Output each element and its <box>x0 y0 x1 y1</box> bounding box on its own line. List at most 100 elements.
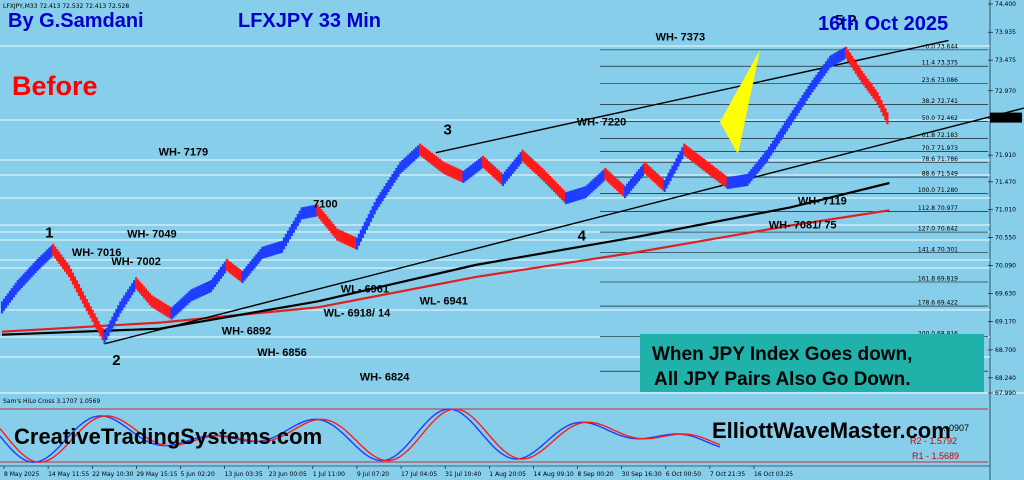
current-price-label: 72.528 <box>993 116 1014 123</box>
level-annotations: 7100 WH- 7373 WH- 7220 WH- 7179 WH- 7119 WH- … <box>72 31 847 383</box>
symbol-line: LFXJPY,M33 72.413 72.532 72.413 72.528 <box>3 3 129 10</box>
oscillator-red-line <box>0 408 721 463</box>
fib-label: 11.4 73.375 <box>922 60 958 67</box>
fib-label: 0.0 73.644 <box>926 43 959 50</box>
wave-label: 1 <box>45 225 53 242</box>
moving-average-black <box>1 181 890 336</box>
level-annotation: WL- 6918/ 14 <box>324 308 392 320</box>
time-tick-label: 7 Oct 21:35 <box>710 471 745 478</box>
price-tick-label: 71.010 <box>995 207 1016 214</box>
price-tick-label: 73.475 <box>995 57 1016 64</box>
fib-label: 88.6 71.549 <box>922 171 958 178</box>
price-tick-label: 73.935 <box>995 29 1016 36</box>
time-tick-label: 1 Aug 20:05 <box>489 471 526 478</box>
time-tick-label: 14 May 11:55 <box>48 471 89 478</box>
fib-label: 50.0 72.462 <box>922 115 958 122</box>
fib-label: 178.6 69.422 <box>918 300 958 307</box>
level-annotation: WH- 7119 <box>798 195 847 207</box>
fib-label: 23.6 73.086 <box>922 77 958 84</box>
wave-label: 3 <box>444 121 452 138</box>
fib-label: 112.8 70.977 <box>918 205 958 212</box>
fib-label: 61.8 72.183 <box>922 132 958 139</box>
moving-average-red <box>1 209 890 333</box>
time-tick-label: 23 Jun 00:05 <box>269 471 307 478</box>
time-tick-label: 8 Sep 00:20 <box>578 471 614 478</box>
price-tick-label: 69.170 <box>995 318 1016 325</box>
oscillator-panel: Sam's HiLo Cross 3.1707 1.0569 R2 - 1.579… <box>0 398 988 463</box>
price-tick-label: 70.550 <box>995 235 1016 242</box>
level-annotation: WH- 7049 <box>127 229 177 241</box>
fib-label: 141.4 70.301 <box>918 246 958 253</box>
price-tick-label: 68.240 <box>995 375 1016 382</box>
time-tick-label: 1 Jul 11:00 <box>313 471 345 478</box>
fib-label: 70.7 71.973 <box>922 145 958 152</box>
callout-box <box>640 334 984 392</box>
time-tick-label: 14 Aug 09:10 <box>533 471 574 478</box>
callout-line1: When JPY Index Goes down, <box>652 344 912 365</box>
level-annotation: WH- 6856 <box>257 347 307 359</box>
target-zone <box>720 50 760 154</box>
time-tick-label: 5 Jun 02:20 <box>180 471 214 478</box>
level-annotation: WH- 7373 <box>656 31 706 43</box>
wave-label: 5 ? <box>835 12 857 29</box>
fib-label: 78.6 71.786 <box>922 156 958 163</box>
wave-labels: 1 2 3 4 5 ? <box>45 12 857 369</box>
oscillator-partial-label: …0907 <box>940 423 969 433</box>
time-tick-label: 17 Jul 04:05 <box>401 471 437 478</box>
moving-averages <box>1 181 890 336</box>
price-tick-label: 71.470 <box>995 179 1016 186</box>
price-tick-label: 72.970 <box>995 88 1016 95</box>
level-annotation: WH- 7179 <box>159 147 209 159</box>
level-annotation: WH- 7220 <box>577 116 627 128</box>
fib-label: 100.0 71.280 <box>918 187 958 194</box>
current-price-marker <box>990 112 1022 123</box>
fib-label: 200.0 68.916 <box>918 330 958 337</box>
price-tick-label: 74.400 <box>995 1 1016 8</box>
fib-label: 38.2 72.741 <box>922 98 958 105</box>
callout-line2: All JPY Pairs Also Go Down. <box>654 369 911 390</box>
trend-channel <box>104 39 1024 345</box>
time-tick-label: 30 Sep 16:30 <box>622 471 662 478</box>
price-tick-label: 67.990 <box>995 390 1016 397</box>
level-annotation: WL- 6961 <box>341 283 389 295</box>
time-tick-label: 6 Oct 00:50 <box>666 471 701 478</box>
price-tick-label: 69.630 <box>995 290 1016 297</box>
price-tick-label: 68.700 <box>995 347 1016 354</box>
price-tick-label: 71.910 <box>995 152 1016 159</box>
time-tick-label: 9 Jul 07:20 <box>357 471 389 478</box>
level-annotation: WH- 6824 <box>360 371 410 383</box>
level-annotation: WL- 6941 <box>420 295 468 307</box>
date-title: 16th Oct 2025 <box>818 13 948 35</box>
time-tick-label: 31 Jul 10:40 <box>445 471 481 478</box>
oscillator-header: Sam's HiLo Cross 3.1707 1.0569 <box>3 398 100 405</box>
wave-label: 2 <box>112 352 120 369</box>
oscillator-r2-label: R2 - 1.5792 <box>910 436 957 446</box>
level-annotation: WH- 7016 <box>72 247 122 259</box>
horizontal-level-lines <box>0 45 990 358</box>
channel-lower-line <box>104 107 1024 345</box>
instrument-title: LFXJPY 33 Min <box>238 10 381 32</box>
oscillator-blue-line <box>0 408 721 463</box>
fib-label: 127.0 70.642 <box>918 226 958 233</box>
time-tick-label: 13 Jun 03:35 <box>225 471 263 478</box>
before-label: Before <box>12 71 98 101</box>
price-axis: 74.40073.93573.47572.97072.51571.91071.4… <box>988 1 1022 397</box>
footer-right-site: ElliottWaveMaster.com <box>712 418 951 443</box>
footer-left-site: CreativeTradingSystems.com <box>14 424 322 449</box>
level-annotation: WH- 7081/ 75 <box>769 220 837 232</box>
wave-label: 4 <box>578 228 587 245</box>
level-annotation: 7100 <box>313 198 337 210</box>
level-annotation: WH- 6892 <box>222 326 272 338</box>
price-bars <box>0 46 889 344</box>
time-axis: 8 May 2025 14 May 11:55 22 May 10:30 29 May… <box>0 465 990 478</box>
channel-upper-line <box>435 39 949 154</box>
level-annotation: WH- 7002 <box>111 256 161 268</box>
oscillator-r1-label: R1 - 1.5689 <box>912 451 959 461</box>
time-tick-label: 8 May 2025 <box>4 471 39 478</box>
time-tick-label: 16 Oct 03:25 <box>754 471 793 478</box>
time-tick-label: 22 May 10:30 <box>92 471 133 478</box>
time-tick-label: 29 May 15:15 <box>136 471 177 478</box>
price-tick-label: 70.090 <box>995 263 1016 270</box>
author-title: By G.Samdani <box>8 10 144 32</box>
